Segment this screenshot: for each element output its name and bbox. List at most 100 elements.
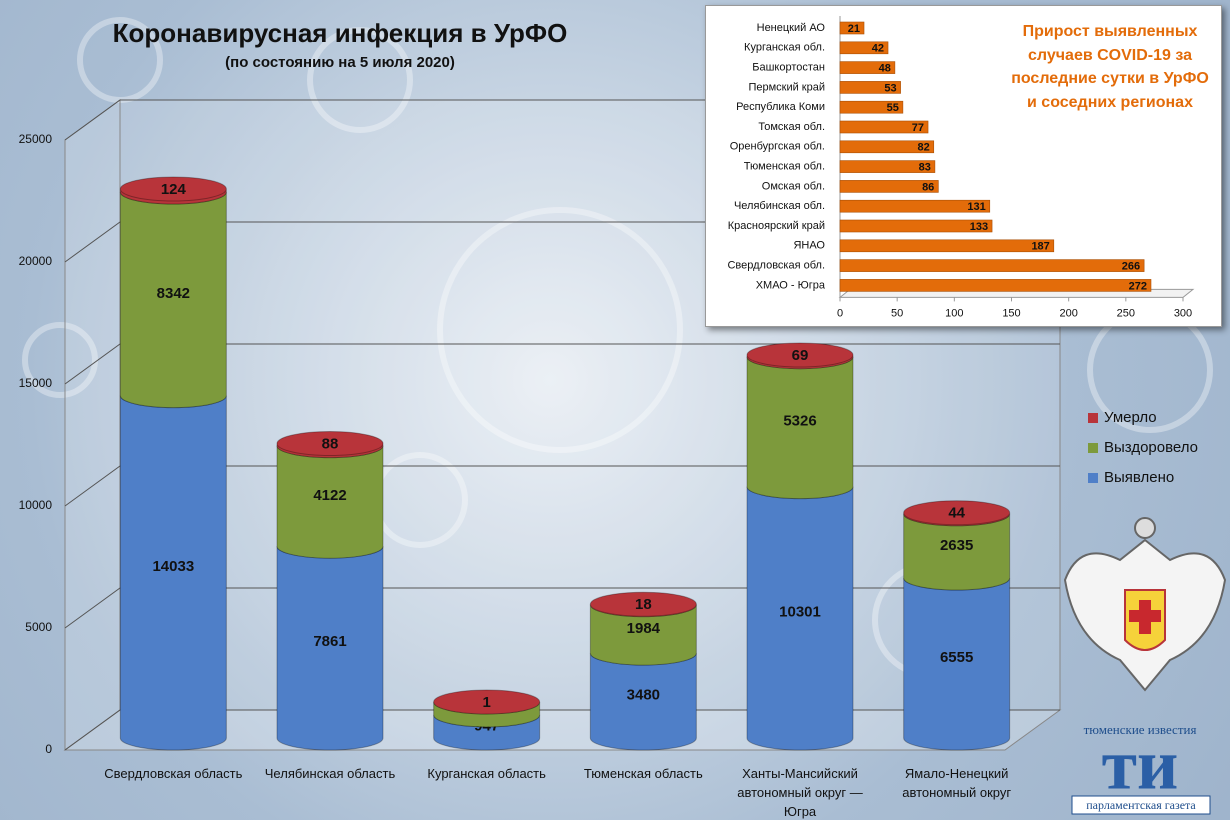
x-tick-label: 0 [837,307,843,319]
x-tick-label: Свердловская область [104,766,243,781]
bar [839,120,929,134]
y-tick-label: Республика Коми [736,101,825,113]
data-label: 2635 [940,537,973,554]
data-label: 18 [635,596,652,613]
data-label: 1 [482,694,490,711]
y-tick-label: Пермский край [748,81,825,93]
y-tick-label: Оренбургская обл. [730,141,825,153]
data-label: 266 [1122,261,1140,273]
logo-mark: ти [1102,725,1179,805]
legend-swatch [1088,473,1098,483]
data-label: 133 [970,221,988,233]
y-tick-label: Курганская обл. [744,42,825,54]
data-label: 42 [872,43,884,55]
legend-swatch [1088,443,1098,453]
cylinder-segment [746,342,854,370]
logo-bottom: парламентская газета [1086,798,1196,812]
cylinder-segment [589,591,697,618]
data-label: 4122 [313,487,346,504]
data-label: 77 [912,122,924,134]
bar [839,41,889,55]
y-tick-label: ХМАО - Югра [756,279,826,291]
y-tick-label: 15000 [19,376,53,390]
chart-title: Коронавирусная инфекция в УрФО [112,18,568,48]
data-label: 14033 [152,558,194,575]
data-label: 82 [918,142,930,154]
bar [839,140,935,154]
x-tick-label: 250 [1117,307,1135,319]
y-tick-label: Свердловская обл. [727,260,825,272]
chart-subtitle: (по состоянию на 5 июля 2020) [225,54,455,71]
x-tick-label: Челябинская область [264,766,396,781]
y-tick-label: Тюменская обл. [744,161,825,173]
inset-title: Прирост выявленных случаев COVID-19 за п… [1011,23,1209,111]
grid-line [64,587,1060,629]
x-tick-label: Ямало-Ненецкий автономный округ [902,766,1012,800]
bar [839,81,901,94]
data-label: 187 [1031,241,1049,253]
bar [839,259,1145,272]
y-tick-label: ЯНАО [793,240,825,252]
y-tick-label: 0 [45,742,52,756]
data-label: 1984 [627,620,661,637]
bar [839,239,1055,253]
data-label: 10301 [779,603,821,620]
y-tick-label: Омская обл. [762,180,825,192]
y-tick-label: 5000 [25,620,52,634]
cylinder-segment [903,500,1011,527]
cylinder-segment [119,176,227,205]
y-tick-label: 25000 [19,132,53,146]
data-label: 55 [887,102,899,114]
x-tick-label: Курганская область [427,766,546,781]
y-tick-label: Красноярский край [728,220,825,232]
data-label: 5326 [783,413,816,430]
y-tick-label: 10000 [19,498,53,512]
y-tick-label: Башкортостан [752,62,825,74]
x-tick-label: 50 [891,307,903,319]
legend-swatch [1088,413,1098,423]
legend-label: Умерло [1104,409,1157,426]
grid-line [64,343,1060,385]
logo-box [1071,795,1211,815]
x-tick-label: 300 [1174,307,1192,319]
y-tick-label: 20000 [19,254,53,268]
data-label: 88 [322,435,339,452]
x-tick-label: 100 [945,307,963,319]
data-label: 131 [967,201,985,213]
data-label: 83 [919,162,931,174]
x-tick-label: Тюменская область [583,766,703,781]
bar [839,21,865,35]
bar [839,199,991,213]
bar [839,279,1152,292]
cylinder-segment [433,689,541,715]
y-tick-label: Томская обл. [758,121,825,133]
data-label: 69 [792,347,809,364]
inset-panel [705,5,1222,327]
y-tick-label: Ненецкий АО [757,22,826,34]
cylinder-segment [276,430,384,459]
data-label: 8342 [157,285,190,302]
bar [839,180,939,193]
logo-top: тюменские известия [1084,722,1197,737]
emblem-eagle [1063,517,1227,692]
y-tick-label: Челябинская обл. [734,200,825,212]
data-label: 86 [922,181,934,193]
data-label: 44 [948,505,965,522]
bar [839,61,896,74]
data-label: 124 [161,181,187,198]
grid-line [64,709,1060,751]
legend-label: Выявлено [1104,469,1174,486]
data-label: 53 [884,82,896,94]
bar [839,219,993,233]
data-label: 6555 [940,649,973,666]
x-tick-label: Ханты-Мансийский автономный округ — Югра [737,766,863,819]
data-label: 7861 [313,633,346,650]
bar [839,160,936,173]
data-label: 21 [848,23,860,35]
data-label: 3480 [627,687,660,704]
bar [839,100,904,114]
